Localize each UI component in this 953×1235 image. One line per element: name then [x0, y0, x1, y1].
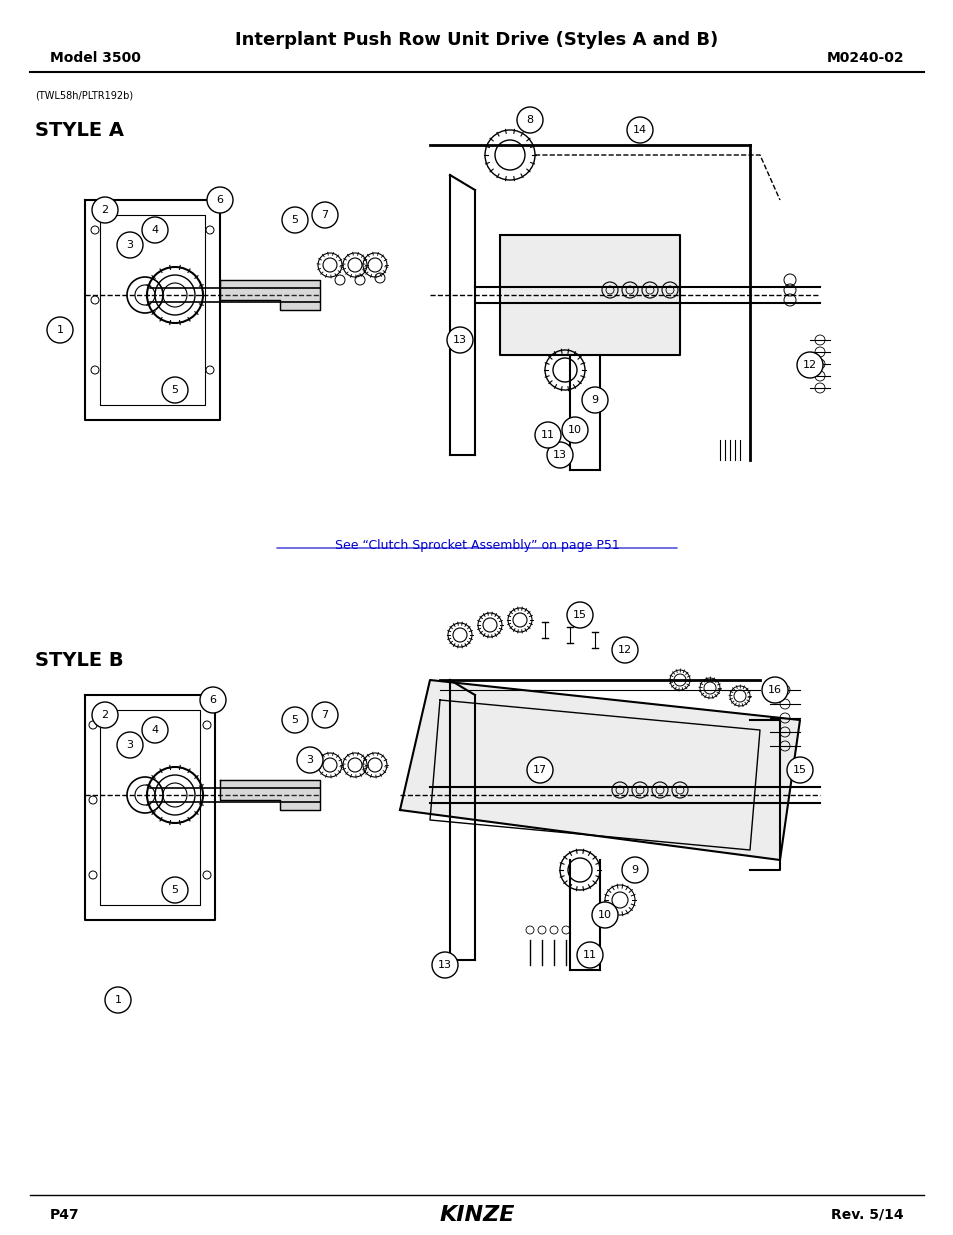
Text: 3: 3	[127, 740, 133, 750]
Circle shape	[535, 422, 560, 448]
Text: 11: 11	[582, 950, 597, 960]
Circle shape	[447, 327, 473, 353]
Circle shape	[312, 701, 337, 727]
Circle shape	[207, 186, 233, 212]
Circle shape	[296, 747, 323, 773]
Circle shape	[142, 718, 168, 743]
Text: Interplant Push Row Unit Drive (Styles A and B): Interplant Push Row Unit Drive (Styles A…	[235, 31, 718, 49]
Polygon shape	[220, 781, 319, 810]
Circle shape	[786, 757, 812, 783]
Circle shape	[282, 706, 308, 734]
Text: 5: 5	[292, 215, 298, 225]
Text: 4: 4	[152, 725, 158, 735]
Text: P47: P47	[50, 1208, 79, 1221]
Text: 17: 17	[533, 764, 546, 776]
Polygon shape	[499, 235, 679, 354]
Text: 9: 9	[631, 864, 638, 876]
Circle shape	[796, 352, 822, 378]
Circle shape	[526, 757, 553, 783]
Text: 12: 12	[618, 645, 632, 655]
Text: 1: 1	[114, 995, 121, 1005]
Text: 14: 14	[632, 125, 646, 135]
Circle shape	[105, 987, 131, 1013]
Text: (TWL58h/PLTR192b): (TWL58h/PLTR192b)	[35, 90, 133, 100]
Text: 5: 5	[172, 885, 178, 895]
Text: 16: 16	[767, 685, 781, 695]
Circle shape	[162, 877, 188, 903]
Text: 12: 12	[802, 359, 816, 370]
Text: 13: 13	[553, 450, 566, 459]
Circle shape	[91, 701, 118, 727]
Circle shape	[142, 217, 168, 243]
Text: STYLE A: STYLE A	[35, 121, 124, 140]
Text: See “Clutch Sprocket Assembly” on page P51: See “Clutch Sprocket Assembly” on page P…	[335, 538, 618, 552]
Polygon shape	[399, 680, 800, 860]
Text: 5: 5	[172, 385, 178, 395]
Circle shape	[626, 117, 652, 143]
Text: 10: 10	[567, 425, 581, 435]
Text: 15: 15	[573, 610, 586, 620]
Circle shape	[200, 687, 226, 713]
Text: 13: 13	[437, 960, 452, 969]
Text: 4: 4	[152, 225, 158, 235]
Polygon shape	[220, 280, 319, 310]
Circle shape	[517, 107, 542, 133]
Circle shape	[312, 203, 337, 228]
Circle shape	[566, 601, 593, 629]
Text: 6: 6	[216, 195, 223, 205]
Text: 1: 1	[56, 325, 64, 335]
Circle shape	[91, 198, 118, 224]
Circle shape	[432, 952, 457, 978]
Circle shape	[546, 442, 573, 468]
Text: 3: 3	[306, 755, 314, 764]
Circle shape	[282, 207, 308, 233]
Text: 5: 5	[292, 715, 298, 725]
Text: 6: 6	[210, 695, 216, 705]
Text: 3: 3	[127, 240, 133, 249]
Text: 8: 8	[526, 115, 533, 125]
Circle shape	[612, 637, 638, 663]
Text: Model 3500: Model 3500	[50, 51, 141, 65]
Text: KINZE: KINZE	[438, 1205, 515, 1225]
Text: 7: 7	[321, 210, 328, 220]
Text: M0240-02: M0240-02	[825, 51, 903, 65]
Circle shape	[117, 232, 143, 258]
Text: 7: 7	[321, 710, 328, 720]
Text: Rev. 5/14: Rev. 5/14	[830, 1208, 903, 1221]
Text: 11: 11	[540, 430, 555, 440]
Text: STYLE B: STYLE B	[35, 651, 124, 669]
Circle shape	[162, 377, 188, 403]
Circle shape	[761, 677, 787, 703]
Text: 15: 15	[792, 764, 806, 776]
Circle shape	[117, 732, 143, 758]
Text: 10: 10	[598, 910, 612, 920]
Circle shape	[581, 387, 607, 412]
Text: 9: 9	[591, 395, 598, 405]
Circle shape	[577, 942, 602, 968]
Text: 2: 2	[101, 205, 109, 215]
Circle shape	[592, 902, 618, 927]
Text: 13: 13	[453, 335, 467, 345]
Text: 2: 2	[101, 710, 109, 720]
Circle shape	[621, 857, 647, 883]
Circle shape	[47, 317, 73, 343]
Circle shape	[561, 417, 587, 443]
